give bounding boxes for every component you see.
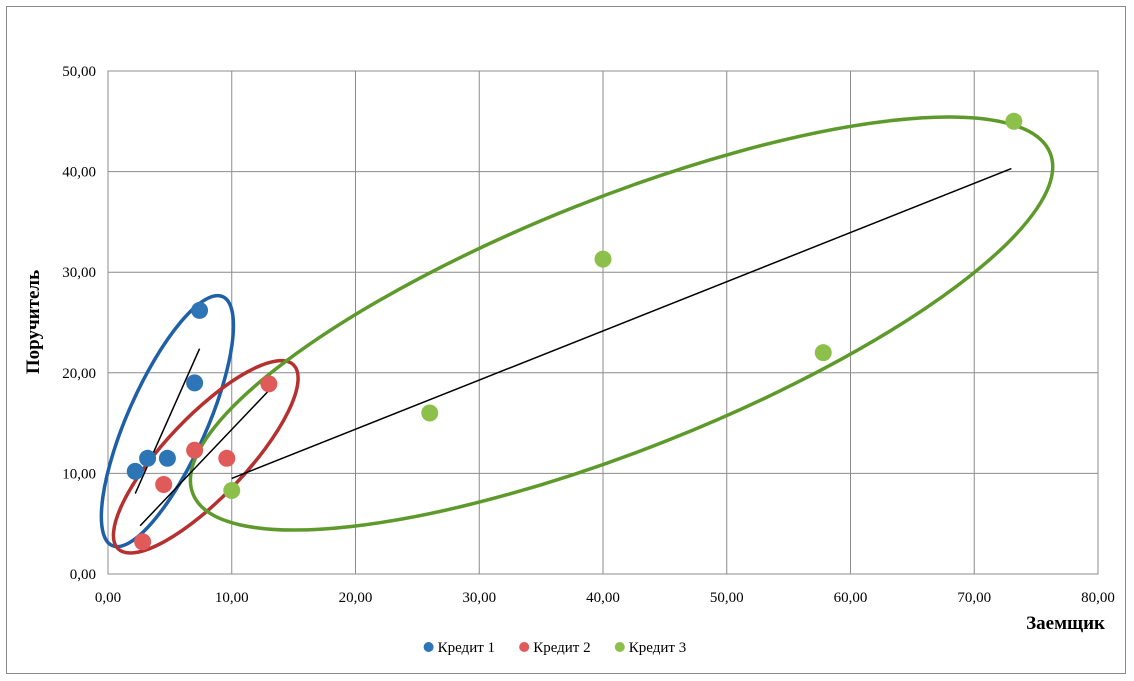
data-point: [158, 449, 176, 467]
trendline: [231, 167, 1012, 480]
data-point: [260, 375, 278, 393]
data-points: [126, 112, 1023, 551]
data-point: [186, 374, 204, 392]
y-tick-label: 0,00: [70, 567, 96, 583]
x-tick-label: 10,00: [215, 590, 249, 606]
data-point: [155, 475, 173, 493]
x-tick-label: 80,00: [1081, 590, 1115, 606]
data-point: [186, 441, 204, 459]
data-point: [139, 449, 157, 467]
data-point: [218, 449, 236, 467]
trendlines: [134, 167, 1012, 527]
x-tick-label: 40,00: [586, 590, 620, 606]
cluster-ellipse: [188, 115, 1055, 532]
y-tick-label: 30,00: [62, 265, 96, 281]
data-point: [421, 404, 439, 422]
data-point: [134, 533, 152, 551]
grid-layer: [107, 70, 1099, 575]
x-tick-label: 30,00: [462, 590, 496, 606]
y-axis-title: Поручитель: [23, 270, 44, 374]
trendline: [139, 387, 272, 527]
y-tick-label: 50,00: [62, 64, 96, 80]
data-point: [1005, 112, 1023, 130]
data-point: [814, 344, 832, 362]
x-tick-label: 70,00: [957, 590, 991, 606]
y-tick-label: 20,00: [62, 366, 96, 382]
data-point: [126, 462, 144, 480]
y-tick-label: 40,00: [62, 165, 96, 181]
legend-marker: [519, 642, 530, 652]
legend: Кредит 1 Кредит 2 Кредит 3: [423, 640, 686, 656]
x-axis-title: Заемщик: [1026, 613, 1105, 634]
y-axis-tick-labels: 0,00 10,00 20,00 30,00 40,00 50,00: [62, 64, 96, 583]
legend-label: Кредит 1: [438, 640, 495, 656]
cluster-ellipses: [99, 115, 1055, 555]
cluster-ellipse: [99, 293, 236, 549]
x-tick-label: 0,00: [95, 590, 121, 606]
x-tick-label: 20,00: [339, 590, 373, 606]
data-point: [594, 250, 612, 268]
legend-marker: [614, 642, 625, 652]
legend-marker: [423, 642, 434, 652]
trendline: [134, 348, 201, 494]
x-tick-label: 50,00: [710, 590, 744, 606]
legend-label: Кредит 3: [629, 640, 686, 656]
legend-label: Кредит 2: [533, 640, 590, 656]
data-point: [223, 482, 241, 500]
x-axis-tick-labels: 0,00 10,00 20,00 30,00 40,00 50,00 60,00 70,00 8…: [95, 590, 1115, 606]
x-tick-label: 60,00: [834, 590, 868, 606]
data-point: [191, 301, 209, 319]
y-tick-label: 10,00: [62, 466, 96, 482]
